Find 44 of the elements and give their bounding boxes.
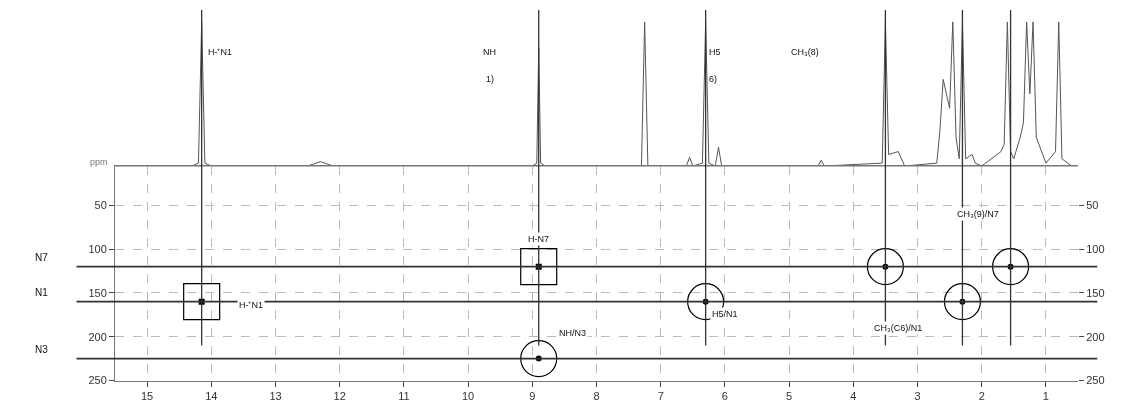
y-tick-label: 50 xyxy=(94,199,107,212)
point xyxy=(520,340,558,378)
x-tick-label: 3 xyxy=(914,389,921,402)
text: ppm xyxy=(90,157,108,167)
x-tick-label: 10 xyxy=(461,389,475,402)
annotation: CH₃(C6)/N1 xyxy=(874,323,923,333)
x-tick-label: 5 xyxy=(786,389,793,402)
annotation: CH₃(9)/N7 xyxy=(957,209,999,219)
ref-line-label: N7 xyxy=(35,252,49,263)
annotation: H5 xyxy=(709,47,721,57)
point xyxy=(520,248,558,286)
ref-line-label: N1 xyxy=(35,287,49,298)
annotation: H-N7 xyxy=(528,234,550,244)
y2-tick-label: 200 xyxy=(1086,330,1105,343)
x-tick-label: 7 xyxy=(657,389,664,402)
x-tick-label: 14 xyxy=(205,389,218,402)
y2-tick-label: 250 xyxy=(1086,374,1105,387)
annotation: H-⁺N1 xyxy=(208,47,233,57)
x-tick-label: 2 xyxy=(978,389,985,402)
annotation: 6) xyxy=(709,74,718,84)
ref-line-label: N3 xyxy=(35,344,49,355)
x-tick-label: 9 xyxy=(529,389,536,402)
annotation: H-⁺N1 xyxy=(239,300,264,310)
x-tick-label: 6 xyxy=(721,389,728,402)
x-tick-label: 15 xyxy=(140,389,154,402)
x-tick-label: 12 xyxy=(333,389,346,402)
annotation: H5/N1 xyxy=(712,309,738,319)
annotation: 1) xyxy=(486,74,495,84)
x-tick-label: 1 xyxy=(1042,389,1049,402)
x-tick-label: 8 xyxy=(593,389,600,402)
y-tick-label: 250 xyxy=(88,374,107,387)
point xyxy=(183,283,221,321)
y2-tick-label: 50 xyxy=(1086,199,1099,212)
x-tick-label: 11 xyxy=(398,389,410,402)
annotation: CH₃(8) xyxy=(791,47,819,57)
annotation: NH xyxy=(483,47,496,57)
y-tick-label: 100 xyxy=(88,243,107,256)
y2-tick-label: 100 xyxy=(1086,243,1105,256)
y-tick-label: 150 xyxy=(88,286,107,299)
y-tick-label: 200 xyxy=(88,330,107,343)
x-tick-label: 4 xyxy=(850,389,857,402)
x-tick-label: 13 xyxy=(269,389,282,402)
annotation: NH/N3 xyxy=(559,328,587,338)
y2-tick-label: 150 xyxy=(1086,286,1105,299)
